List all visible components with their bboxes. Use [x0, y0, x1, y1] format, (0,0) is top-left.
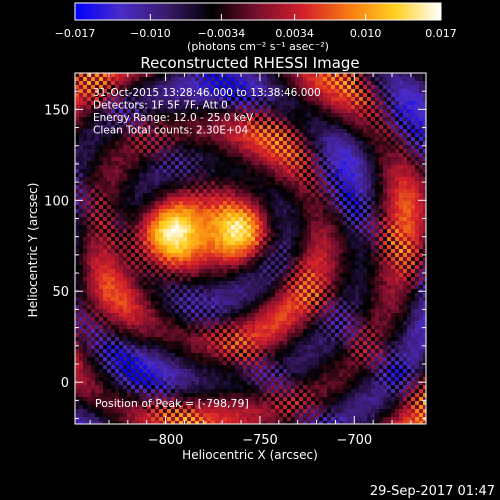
annotation-line: 31-Oct-2015 13:28:46.000 to 13:38:46.000 [93, 87, 321, 99]
chart-title: Reconstructed RHESSI Image [140, 54, 359, 72]
colorbar: −0.017 −0.010 −0.0034 0.0034 0.010 0.017 (pho… [55, 2, 457, 53]
annotation-block: 31-Oct-2015 13:28:46.000 to 13:38:46.000… [93, 87, 321, 137]
heatmap-image [75, 73, 426, 424]
y-tick-label: 0 [61, 376, 69, 391]
colorbar-units: (photons cm⁻² s⁻¹ asec⁻²) [187, 40, 329, 53]
colorbar-tick-label: −0.0034 [198, 27, 246, 40]
colorbar-tick-label: 0.017 [425, 27, 457, 40]
annotation-line: Energy Range: 12.0 - 25.0 keV [93, 112, 254, 124]
colorbar-gradient [74, 2, 442, 21]
x-tick-label: −700 [336, 433, 372, 448]
peak-position-label: Position of Peak = [-798,79] [95, 397, 249, 410]
x-axis-label: Heliocentric X (arcsec) [182, 448, 318, 462]
y-tick-label: 50 [52, 285, 69, 300]
annotation-line: Detectors: 1F 5F 7F, Att 0 [93, 100, 228, 112]
y-tick-label: 150 [44, 103, 69, 118]
annotation-line: Clean Total counts: 2.30E+04 [93, 125, 248, 137]
plot-timestamp: 29-Sep-2017 01:47 [370, 484, 495, 499]
colorbar-ticks: −0.017 −0.010 −0.0034 0.0034 0.010 0.017 [55, 14, 457, 40]
colorbar-tick-label: 0.0034 [275, 27, 314, 40]
y-axis-label: Heliocentric Y (arcsec) [26, 183, 40, 318]
y-tick-label: 100 [44, 194, 69, 209]
x-tick-label: −800 [148, 433, 184, 448]
plot-frame [74, 72, 427, 425]
x-tick-label: −750 [242, 433, 278, 448]
colorbar-tick-label: −0.010 [130, 27, 171, 40]
colorbar-tick-label: 0.010 [350, 27, 382, 40]
colorbar-tick-label: −0.017 [55, 27, 96, 40]
axes: −800 −750 −700 0 50 100 150 [44, 73, 426, 448]
